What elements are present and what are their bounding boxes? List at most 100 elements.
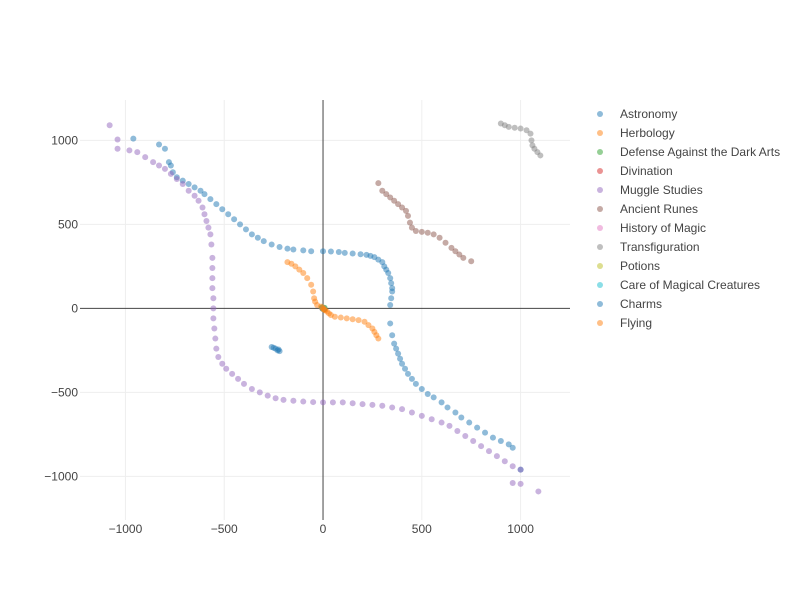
legend-item[interactable]: Herbology [597,126,675,140]
data-point [308,281,315,288]
series-herbology [284,259,382,342]
data-point [201,191,208,198]
data-point [349,316,356,323]
data-point [173,175,180,182]
legend-marker [597,263,603,269]
data-point [225,211,232,218]
data-point [300,247,307,254]
x-tick-label: −1000 [109,522,143,536]
data-point [389,404,396,411]
data-point [462,433,469,439]
data-point [207,231,214,238]
data-point [185,181,192,187]
data-point [209,265,216,271]
data-point [195,197,202,204]
data-point [485,448,492,455]
data-point [412,380,419,387]
legend-item[interactable]: Defense Against the Dark Arts [597,145,780,159]
legend-item[interactable]: Transfiguration [597,240,700,254]
data-point [466,419,473,426]
data-point [322,307,328,313]
data-point [237,221,244,228]
data-point [134,149,141,156]
data-point [275,346,282,353]
data-point [505,123,512,130]
data-point [389,288,396,295]
data-point [509,444,516,451]
data-point [349,400,356,407]
data-point [509,463,516,470]
data-point [493,453,500,460]
data-point [343,315,350,322]
y-tick-label: 500 [58,217,78,231]
data-point [412,228,419,235]
data-point [489,434,496,441]
legend-label: Divination [620,164,673,178]
legend-label: Charms [620,297,662,311]
data-point [436,234,443,241]
legend-marker [597,168,603,174]
data-point [304,275,311,282]
data-point [290,246,297,253]
y-tick-label: 0 [71,301,78,315]
data-point [511,124,518,131]
data-point [379,187,386,194]
data-point [404,370,411,377]
data-point [142,154,149,161]
legend-marker [597,130,603,136]
data-point [212,335,219,342]
x-tick-label: 1000 [507,522,534,536]
legend-item[interactable]: Care of Magical Creatures [597,278,760,292]
data-point [235,375,242,382]
data-point [210,305,217,312]
data-point [248,385,255,392]
data-point [161,145,168,152]
data-point [150,159,157,166]
data-point [130,135,137,142]
data-point [280,396,287,403]
data-point [126,147,133,154]
data-point [209,254,216,261]
data-point [292,263,299,270]
data-point [474,424,481,431]
data-point [191,192,198,199]
legend-item[interactable]: Charms [597,297,662,311]
data-point [256,389,263,396]
data-point [442,239,449,246]
data-point [391,197,398,204]
legend-marker [597,206,603,212]
data-point [209,275,216,282]
legend-item[interactable]: Ancient Runes [597,202,698,216]
x-tick-label: 0 [320,522,327,536]
data-point [528,137,535,144]
data-point [229,370,236,377]
legend-item[interactable]: Astronomy [597,107,677,121]
legend-label: Ancient Runes [620,202,698,216]
data-point [223,365,230,372]
data-point [458,414,465,421]
data-point [430,394,437,401]
legend[interactable]: Astronomy Herbology Defense Against the Da… [597,107,780,330]
data-point [383,191,390,198]
data-point [430,231,437,238]
legend-item[interactable]: Divination [597,164,673,178]
data-point [395,201,402,208]
series-muggle-studies [106,122,542,495]
data-point [404,212,411,219]
data-point [403,207,410,214]
legend-item[interactable]: History of Magic [597,221,706,235]
data-point [452,248,459,255]
data-point [375,335,382,342]
data-point [191,184,198,191]
legend-marker [597,301,603,307]
grid [80,100,570,520]
legend-item[interactable]: Muggle Studies [597,183,703,197]
data-points [106,120,544,495]
data-point [446,422,453,429]
x-axis-tick-labels: −1000 −500 0 500 1000 [109,522,535,536]
data-point [517,480,524,487]
legend-marker [597,282,603,288]
legend-item[interactable]: Flying [597,316,652,330]
data-point [501,458,508,465]
legend-item[interactable]: Potions [597,259,660,273]
